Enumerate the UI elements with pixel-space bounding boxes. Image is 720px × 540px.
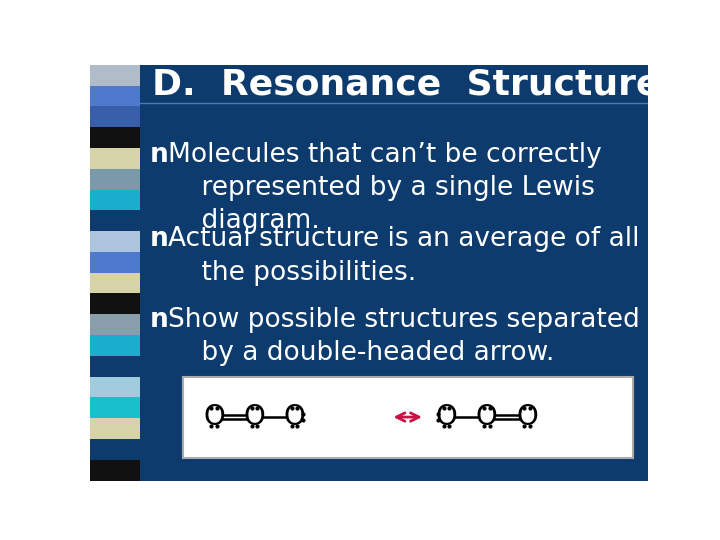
Bar	[90, 106, 140, 127]
Text: n: n	[150, 307, 168, 333]
Bar	[90, 460, 140, 481]
Bar	[90, 418, 140, 439]
Bar	[90, 335, 140, 356]
Text: O: O	[476, 403, 498, 431]
Text: O: O	[243, 403, 265, 431]
Text: O: O	[436, 403, 457, 431]
Bar	[90, 397, 140, 418]
Bar	[90, 294, 140, 314]
Bar	[90, 210, 140, 231]
Text: n: n	[150, 142, 168, 168]
Bar	[90, 168, 140, 190]
Bar	[90, 439, 140, 460]
Text: Show possible structures separated
    by a double-headed arrow.: Show possible structures separated by a …	[168, 307, 639, 366]
Bar	[90, 356, 140, 377]
Bar	[90, 148, 140, 168]
Bar	[90, 231, 140, 252]
Text: n: n	[150, 226, 168, 253]
Bar	[90, 252, 140, 273]
Bar	[90, 85, 140, 106]
Bar	[90, 273, 140, 294]
Bar	[90, 190, 140, 211]
Bar	[140, 65, 648, 103]
Bar	[90, 314, 140, 335]
Text: Molecules that can’t be correctly
    represented by a single Lewis
    diagram.: Molecules that can’t be correctly repres…	[168, 142, 601, 234]
Text: Actual structure is an average of all
    the possibilities.: Actual structure is an average of all th…	[168, 226, 639, 286]
Bar	[90, 377, 140, 397]
Text: O: O	[284, 403, 305, 431]
Text: O: O	[516, 403, 538, 431]
Bar	[90, 65, 140, 85]
Bar	[90, 127, 140, 148]
Text: O: O	[203, 403, 225, 431]
Bar	[183, 377, 632, 457]
Text: D.  Resonance  Structures: D. Resonance Structures	[152, 67, 682, 101]
